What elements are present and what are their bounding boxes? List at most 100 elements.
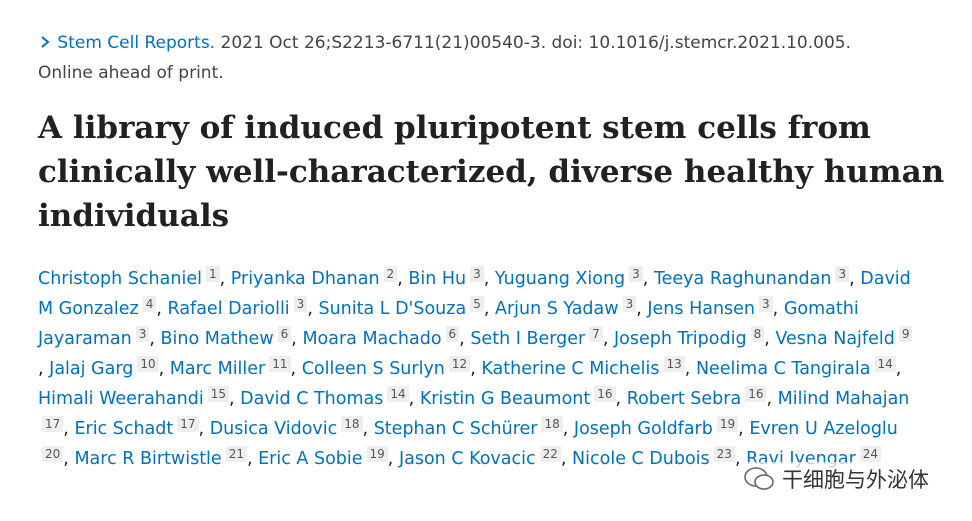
- author: Dusica Vidovic 18,: [209, 416, 368, 439]
- author-name[interactable]: Marc Miller: [169, 359, 266, 379]
- affiliation-number[interactable]: 10: [137, 356, 159, 372]
- author-name[interactable]: Moara Machado: [302, 329, 442, 349]
- author-name[interactable]: Joseph Tripodig: [613, 329, 747, 349]
- affiliation-number[interactable]: 7: [589, 326, 603, 342]
- author-name[interactable]: Vesna Najfeld: [775, 329, 895, 349]
- affiliation-number[interactable]: 23: [713, 446, 735, 462]
- affiliation-number[interactable]: 5: [470, 296, 484, 312]
- citation-details: 2021 Oct 26;S2213-6711(21)00540-3. doi: …: [220, 33, 852, 53]
- affiliation-number[interactable]: 3: [629, 266, 643, 282]
- affiliation-number[interactable]: 14: [874, 356, 896, 372]
- author-name[interactable]: Kristin G Beaumont: [419, 389, 591, 409]
- affiliation-number[interactable]: 3: [470, 266, 484, 282]
- author-name[interactable]: Christoph Schaniel: [38, 269, 202, 289]
- affiliation-number[interactable]: 3: [835, 266, 850, 282]
- affiliation-number[interactable]: 3: [135, 326, 150, 342]
- author-name[interactable]: Jason C Kovacic: [398, 449, 536, 469]
- affiliation-number[interactable]: 20: [42, 446, 64, 462]
- author: Marc Miller 11,: [169, 356, 296, 379]
- affiliation-number[interactable]: 3: [622, 296, 637, 312]
- author-name[interactable]: Bino Mathew: [160, 329, 274, 349]
- separator: ,: [158, 359, 165, 379]
- author-name[interactable]: Eric A Sobie: [258, 449, 363, 469]
- chevron-icon: [41, 36, 50, 48]
- journal-link[interactable]: Stem Cell Reports.: [57, 33, 216, 53]
- affiliation-number[interactable]: 2: [383, 266, 398, 282]
- author-name[interactable]: Jalaj Garg: [49, 359, 134, 379]
- separator: ,: [307, 299, 313, 319]
- affiliation-number[interactable]: 19: [716, 416, 739, 432]
- author: Stephan C Schürer 18,: [373, 416, 568, 439]
- affiliation-number[interactable]: 12: [448, 356, 471, 372]
- author-name[interactable]: Nicole C Dubois: [572, 449, 710, 469]
- affiliation-number[interactable]: 14: [387, 386, 409, 402]
- affiliation-number[interactable]: 17: [177, 416, 199, 432]
- author: Colleen S Surlyn 12,: [301, 356, 476, 379]
- author-name[interactable]: Robert Sebra: [626, 389, 742, 409]
- affiliation-number[interactable]: 9: [898, 326, 913, 342]
- author-name[interactable]: Gomathi Jayaraman: [38, 299, 859, 349]
- author-name[interactable]: Arjun S Yadaw: [494, 299, 619, 319]
- affiliation-number[interactable]: 4: [142, 296, 157, 312]
- author: Katherine C Michelis 13,: [481, 356, 690, 379]
- author: Milind Mahajan 17,: [38, 389, 909, 439]
- separator: ,: [483, 299, 490, 319]
- affiliation-number[interactable]: 18: [541, 416, 563, 432]
- affiliation-number[interactable]: 19: [366, 446, 388, 462]
- affiliation-number[interactable]: 16: [745, 386, 767, 402]
- author: Evren U Azeloglu 20,: [38, 419, 898, 469]
- author: Moara Machado 6,: [302, 326, 465, 349]
- author-name[interactable]: David C Thomas: [240, 389, 384, 409]
- author-name[interactable]: David M Gonzalez: [38, 269, 911, 319]
- separator: ,: [560, 449, 567, 469]
- affiliation-number[interactable]: 17: [42, 416, 64, 432]
- separator: ,: [483, 269, 490, 289]
- article-title: A library of induced pluripotent stem ce…: [38, 110, 945, 234]
- author-name[interactable]: Priyanka Dhanan: [230, 269, 380, 289]
- author-list: Christoph Schaniel 1, Priyanka Dhanan 2, B…: [38, 264, 918, 474]
- author-name[interactable]: Seth I Berger: [470, 329, 586, 349]
- author-name[interactable]: Rafael Dariolli: [167, 299, 290, 319]
- author-name[interactable]: Marc R Birtwistle: [74, 449, 222, 469]
- author-name[interactable]: Eric Schadt: [74, 419, 174, 439]
- author-name[interactable]: Stephan C Schürer: [373, 419, 538, 439]
- affiliation-number[interactable]: 16: [594, 386, 616, 402]
- wechat-icon: [744, 467, 774, 490]
- affiliation-number[interactable]: 15: [207, 386, 229, 402]
- separator: ,: [459, 329, 465, 349]
- separator: ,: [849, 269, 855, 289]
- separator: ,: [602, 329, 609, 349]
- affiliation-number[interactable]: 6: [445, 326, 460, 342]
- publication-status: Online ahead of print.: [38, 63, 224, 83]
- author: Eric Schadt 17,: [74, 416, 204, 439]
- affiliation-number[interactable]: 11: [269, 356, 291, 372]
- affiliation-number[interactable]: 18: [341, 416, 363, 432]
- citation: Stem Cell Reports. 2021 Oct 26;S2213-671…: [38, 28, 938, 88]
- author-name[interactable]: Dusica Vidovic: [209, 419, 338, 439]
- affiliation-number[interactable]: 3: [759, 296, 773, 312]
- author-name[interactable]: Teeya Raghunandan: [653, 269, 832, 289]
- author-name[interactable]: Milind Mahajan: [777, 389, 910, 409]
- author: Robert Sebra 16,: [626, 386, 772, 409]
- author: Yuguang Xiong 3,: [494, 266, 649, 289]
- author-name[interactable]: Bin Hu: [408, 269, 467, 289]
- author-name[interactable]: Jens Hansen: [647, 299, 756, 319]
- author-name[interactable]: Joseph Goldfarb: [573, 419, 713, 439]
- author-name[interactable]: Evren U Azeloglu: [749, 419, 898, 439]
- affiliation-number[interactable]: 3: [293, 296, 308, 312]
- author: Sunita L D'Souza 5,: [318, 296, 490, 319]
- affiliation-number[interactable]: 21: [225, 446, 247, 462]
- author-name[interactable]: Katherine C Michelis: [481, 359, 660, 379]
- affiliation-number[interactable]: 24: [859, 446, 882, 462]
- affiliation-number[interactable]: 13: [663, 356, 685, 372]
- affiliation-number[interactable]: 1: [205, 266, 220, 282]
- author-name[interactable]: Himali Weerahandi: [38, 389, 204, 409]
- affiliation-number[interactable]: 6: [277, 326, 292, 342]
- author-name[interactable]: Sunita L D'Souza: [318, 299, 467, 319]
- separator: ,: [642, 269, 649, 289]
- author-name[interactable]: Colleen S Surlyn: [301, 359, 445, 379]
- author-name[interactable]: Neelima C Tangirala: [695, 359, 871, 379]
- author-name[interactable]: Yuguang Xiong: [494, 269, 626, 289]
- affiliation-number[interactable]: 22: [539, 446, 561, 462]
- affiliation-number[interactable]: 8: [750, 326, 765, 342]
